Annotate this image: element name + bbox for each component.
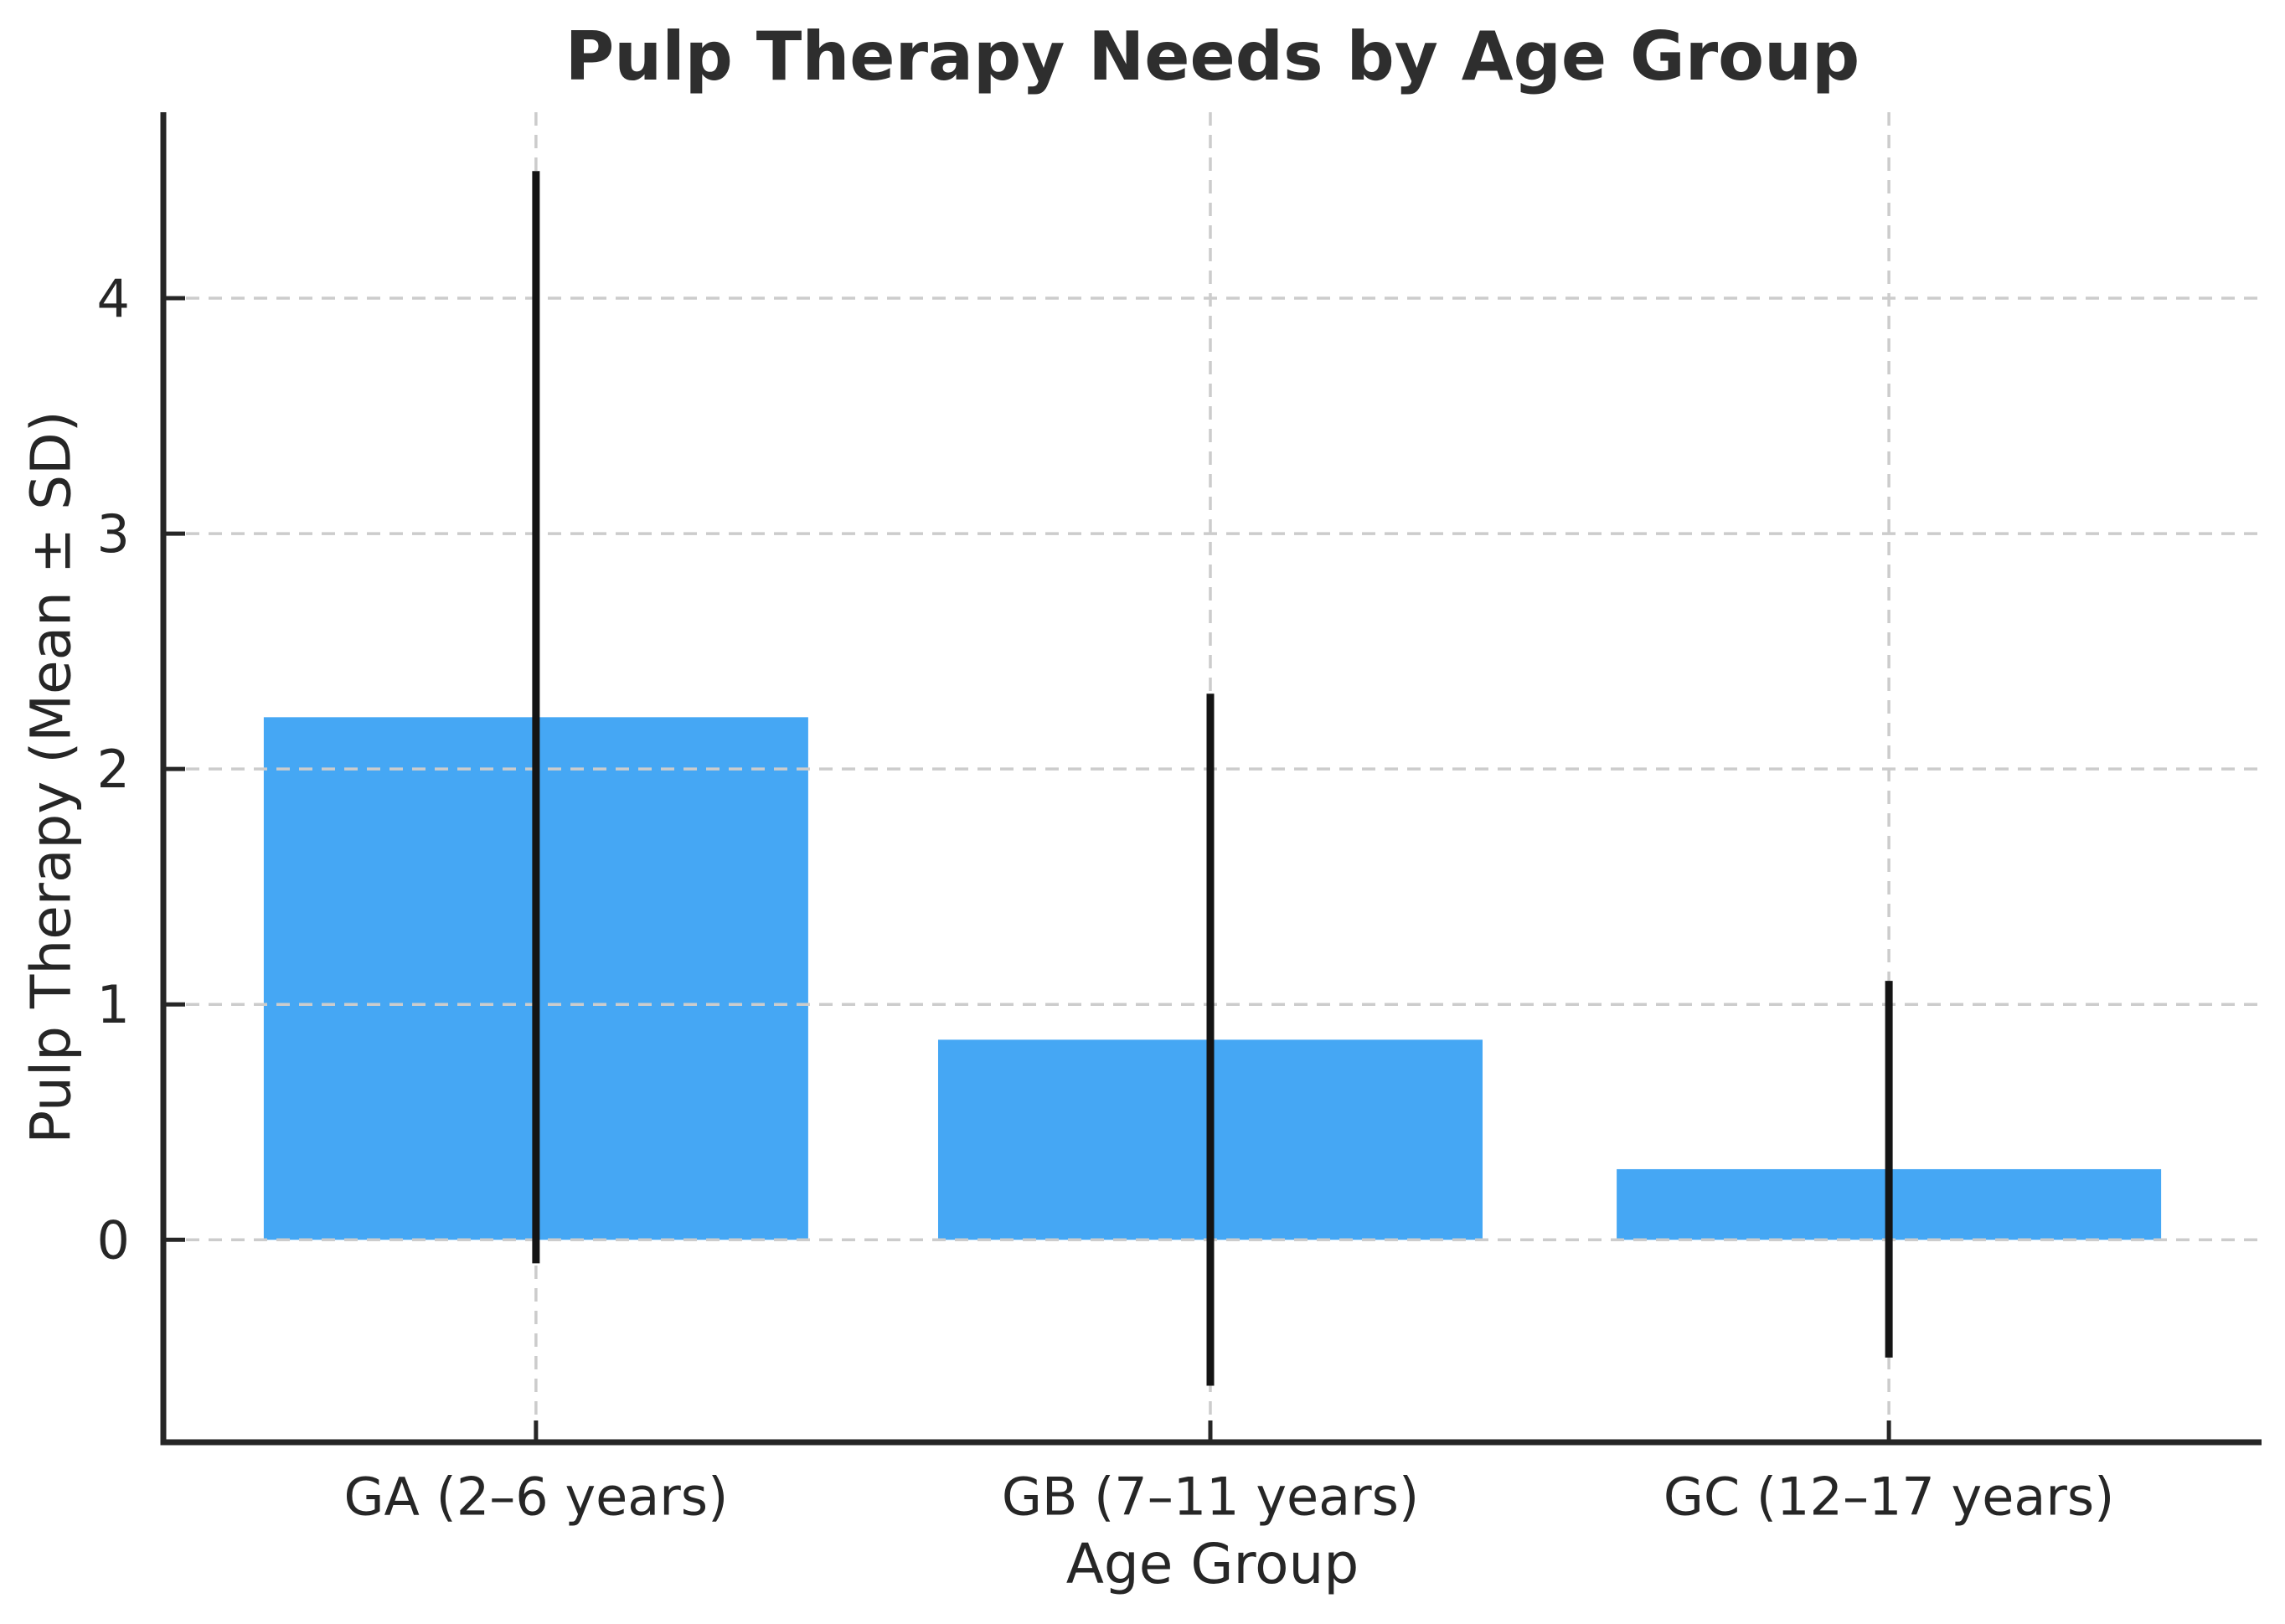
- x-axis-title: Age Group: [1065, 1532, 1359, 1596]
- x-tick-label: GA (2–6 years): [344, 1466, 729, 1527]
- error-bars-group: [532, 171, 1893, 1386]
- y-tick-label: 2: [97, 739, 130, 800]
- ticks-group: [163, 296, 1891, 1442]
- y-tick-label: 3: [97, 503, 130, 565]
- x-tick-label: GC (12–17 years): [1663, 1466, 2115, 1527]
- y-tick-label: 4: [97, 268, 130, 329]
- chart-title: Pulp Therapy Needs by Age Group: [565, 18, 1860, 95]
- y-tick-label: 1: [97, 974, 130, 1035]
- x-tick-label: GB (7–11 years): [1002, 1466, 1419, 1527]
- y-tick-label: 0: [97, 1209, 130, 1271]
